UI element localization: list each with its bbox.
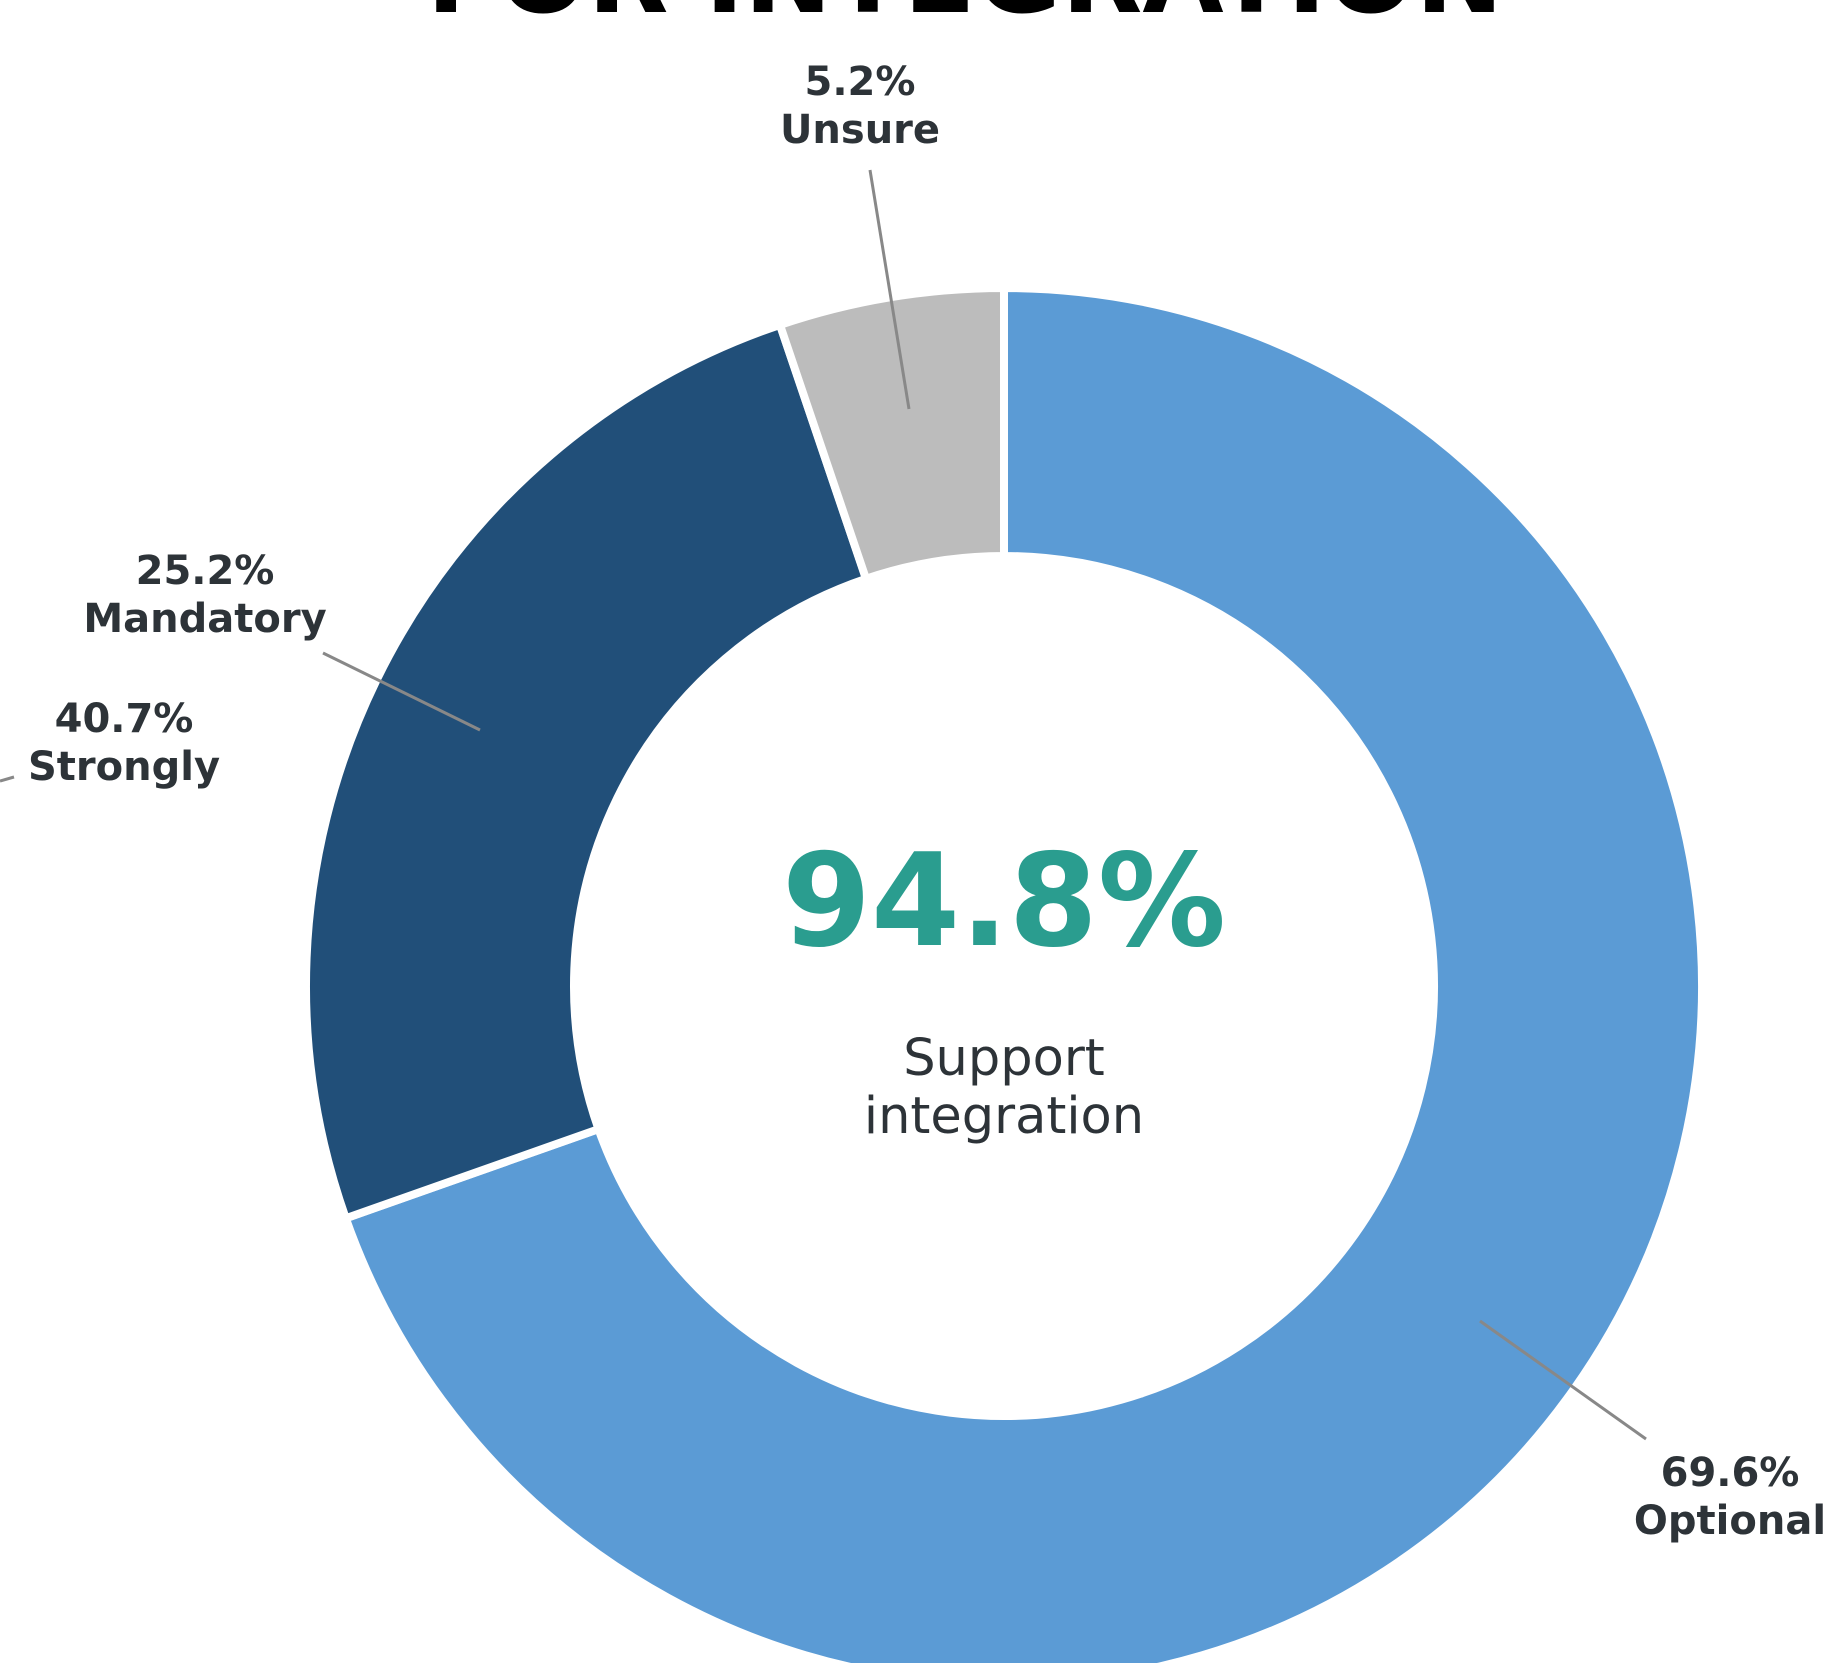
leader-line [868, 169, 911, 410]
slice-value-label: 69.6% [1661, 1450, 1800, 1496]
slice-value-label: 5.2% [805, 59, 916, 105]
leader-line [322, 651, 481, 732]
annotation-value: 40.7% [55, 696, 194, 742]
center-label: integration [864, 1087, 1144, 1146]
slice-label: Unsure [780, 107, 940, 153]
donut-slice [302, 319, 872, 1224]
donut-slice [340, 283, 1706, 1663]
chart-title: FOR INTEGRATION [427, 0, 1504, 37]
center-value: 94.8% [782, 827, 1226, 976]
annotation-label: Strongly [28, 744, 220, 790]
leader-line [0, 775, 15, 783]
donut-slice [774, 283, 1008, 584]
slice-value-label: 25.2% [136, 548, 275, 594]
center-label: Support [903, 1029, 1105, 1088]
leader-line [1479, 1319, 1647, 1441]
slice-label: Optional [1634, 1498, 1823, 1544]
slice-label: Mandatory [83, 596, 326, 642]
